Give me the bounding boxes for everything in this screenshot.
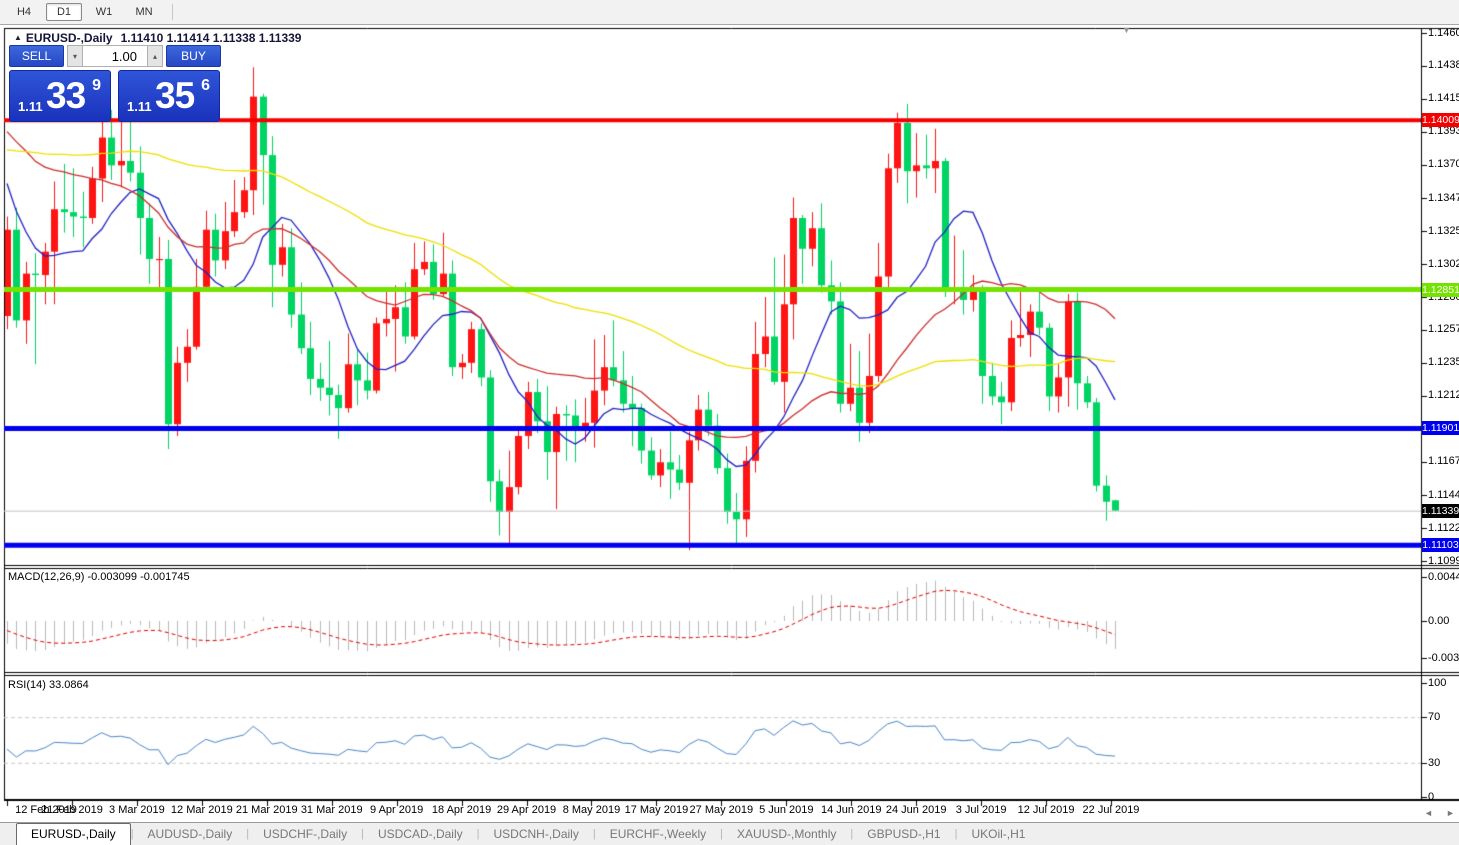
price-tick-label: 1.11220 (1428, 521, 1459, 534)
date-axis-label: 18 Apr 2019 (431, 804, 492, 816)
tab-separator: | (592, 828, 596, 840)
rsi-scale-label: 0 (1428, 790, 1435, 803)
chart-tab-usdcnh[interactable]: USDCNH-,Daily (493, 827, 579, 841)
tab-separator: | (850, 828, 854, 840)
date-axis-label: 3 Jul 2019 (955, 804, 1007, 816)
date-axis-label: 27 May 2019 (689, 804, 754, 816)
buy-button[interactable]: BUY (166, 45, 221, 67)
date-axis-label: 31 Mar 2019 (300, 804, 363, 816)
price-tick-label: 1.14155 (1428, 92, 1459, 105)
price-tick-label: 1.13250 (1428, 224, 1459, 237)
scroll-left-icon[interactable]: ◄ (1424, 808, 1433, 818)
chart-tab-bar: EURUSD-,Daily | AUDUSD-,Daily | USDCHF-,Dail… (0, 822, 1459, 845)
macd-scale-label: 0.00 (1428, 614, 1450, 627)
rsi-scale-label: 100 (1428, 676, 1447, 689)
date-axis-label: 8 May 2019 (562, 804, 621, 816)
volume-increase-button[interactable]: ▴ (147, 45, 163, 67)
date-axis-label: 21 Feb 2019 (41, 804, 103, 816)
buy-price-prefix: 1.11 (127, 99, 152, 114)
toolbar-divider (172, 4, 173, 20)
date-axis-label: 12 Mar 2019 (170, 804, 233, 816)
price-tick-label: 1.14605 (1428, 26, 1459, 39)
price-tick-label: 1.13475 (1428, 191, 1459, 204)
chart-tab-usdcad[interactable]: USDCAD-,Daily (377, 827, 463, 841)
sell-price-big-digits: 33 (46, 75, 86, 116)
tab-separator: | (720, 828, 724, 840)
macd-scale-label: 0.004465 (1428, 570, 1459, 583)
buy-price-big-digits: 35 (155, 75, 195, 116)
chart-title: ▲ EURUSD-,Daily 1.11410 1.11414 1.11338 1.… (14, 31, 301, 45)
timeframe-buttons: H4 D1 W1 MN (6, 3, 166, 21)
chart-tab-ukoil[interactable]: UKOil-,H1 (971, 827, 1026, 841)
tab-separator: | (476, 828, 480, 840)
date-axis-label: 3 Mar 2019 (109, 804, 165, 816)
date-axis-label: 14 Jun 2019 (820, 804, 882, 816)
scroll-right-icon[interactable]: ► (1446, 808, 1455, 818)
tab-separator: | (130, 828, 134, 840)
date-axis-label: 22 Jul 2019 (1082, 804, 1140, 816)
macd-scale-label: -0.003715 (1428, 651, 1459, 664)
price-tick-label: 1.13705 (1428, 158, 1459, 171)
chart-tab-audusd[interactable]: AUDUSD-,Daily (147, 827, 233, 841)
timeframe-button-h4[interactable]: H4 (16, 6, 32, 18)
one-click-trade-panel: SELL ▾ ▴ BUY 1.11 33 9 1.11 35 6 (9, 45, 223, 122)
chart-tab-eurusd[interactable]: EURUSD-,Daily (16, 823, 131, 845)
price-tick-label: 1.14380 (1428, 59, 1459, 72)
chart-tab-xauusd[interactable]: XAUUSD-,Monthly (737, 827, 837, 841)
hline-price-chip: 1.11901 (1422, 421, 1459, 436)
date-axis-label: 24 Jun 2019 (885, 804, 947, 816)
chart-ohlc-values: 1.11410 1.11414 1.11338 1.11339 (120, 31, 302, 45)
volume-input[interactable] (83, 45, 147, 67)
hline-price-chip: 1.11103 (1422, 538, 1459, 553)
chart-tab-eurchf[interactable]: EURCHF-,Weekly (609, 827, 707, 841)
price-tick-label: 1.12350 (1428, 356, 1459, 369)
price-tick-label: 1.11445 (1428, 488, 1459, 501)
date-axis-label: 12 Feb 2019 (15, 804, 77, 816)
buy-price-box[interactable]: 1.11 35 6 (118, 70, 220, 122)
date-axis-label: 5 Jun 2019 (759, 804, 814, 816)
sell-price-box[interactable]: 1.11 33 9 (9, 70, 111, 122)
tab-separator: | (246, 828, 250, 840)
price-tick-label: 1.11675 (1428, 455, 1459, 468)
rsi-scale-label: 70 (1428, 710, 1441, 723)
price-tick-label: 1.10995 (1428, 554, 1459, 567)
timeframe-button-d1[interactable]: D1 (46, 3, 82, 21)
volume-decrease-button[interactable]: ▾ (67, 45, 83, 67)
timeframe-button-mn[interactable]: MN (135, 6, 153, 18)
buy-price-pip-digit: 6 (201, 77, 210, 94)
price-tick-label: 1.12125 (1428, 389, 1459, 402)
trade-panel-controls: SELL ▾ ▴ BUY (9, 45, 223, 67)
date-axis-label: 29 Apr 2019 (496, 804, 557, 816)
chart-symbol-period: EURUSD-,Daily (25, 31, 113, 45)
price-tick-label: 1.13930 (1428, 125, 1459, 138)
trade-panel-prices: 1.11 33 9 1.11 35 6 (9, 70, 223, 122)
tab-separator: | (361, 828, 364, 840)
date-axis-label: 9 Apr 2019 (370, 804, 424, 816)
chart-tab-gbpusd[interactable]: GBPUSD-,H1 (867, 827, 941, 841)
chart-shift-marker-icon[interactable]: ▼ (1122, 25, 1131, 35)
tab-separator: | (954, 828, 958, 840)
hline-price-chip: 1.14009 (1422, 113, 1459, 128)
date-axis-label: 12 Jul 2019 (1017, 804, 1075, 816)
timeframe-toolbar: H4 D1 W1 MN (0, 0, 1459, 25)
current-price-chip: 1.11339 (1422, 503, 1459, 518)
hline-price-chip: 1.12851 (1422, 282, 1459, 297)
date-axis-label: 21 Mar 2019 (235, 804, 298, 816)
sell-button[interactable]: SELL (9, 45, 64, 67)
price-tick-label: 1.13025 (1428, 257, 1459, 270)
sell-price-pip-digit: 9 (92, 77, 101, 94)
collapse-arrow-icon[interactable]: ▲ (14, 33, 22, 42)
macd-indicator-label: MACD(12,26,9) -0.003099 -0.001745 (8, 571, 190, 583)
chart-tab-usdchf[interactable]: USDCHF-,Daily (263, 827, 348, 841)
rsi-indicator-label: RSI(14) 33.0864 (8, 679, 89, 691)
sell-price-prefix: 1.11 (18, 99, 43, 114)
price-tick-label: 1.12575 (1428, 323, 1459, 336)
timeframe-button-w1[interactable]: W1 (95, 6, 113, 18)
date-axis-label: 17 May 2019 (624, 804, 689, 816)
rsi-scale-label: 30 (1428, 756, 1441, 769)
